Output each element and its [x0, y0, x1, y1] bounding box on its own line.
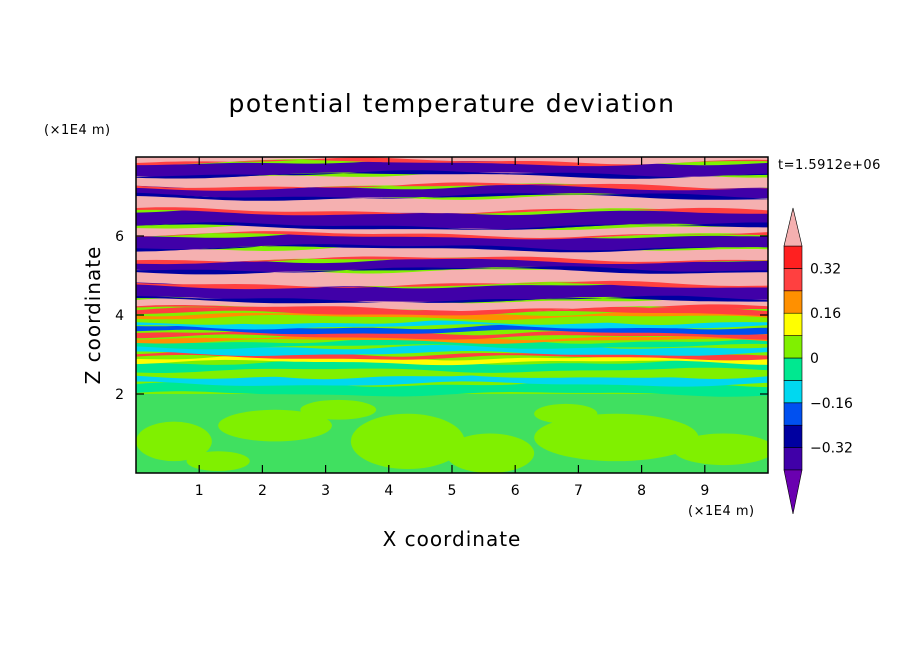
- x-tick-label: 3: [321, 483, 330, 499]
- x-axis: 1 2 3 4 5 6 7 8 9: [195, 157, 709, 499]
- y-tick-label: 4: [115, 308, 124, 324]
- contour-blob: [673, 433, 768, 466]
- x-tick-label: 4: [384, 483, 393, 499]
- x-unit-label: (×1E4 m): [688, 504, 755, 519]
- contour-bands: [136, 157, 768, 473]
- x-tick-label: 7: [574, 483, 583, 499]
- colorbar-label: 0: [810, 351, 819, 367]
- contour-band: [136, 359, 768, 373]
- y-axis: 2 4 6: [115, 229, 768, 403]
- contour-blob: [534, 403, 598, 424]
- x-tick-label: 6: [511, 483, 520, 499]
- colorbar-box: [783, 447, 803, 471]
- colorbar-min-triangle: [783, 469, 803, 515]
- contour-blob: [445, 433, 535, 473]
- contour-band: [136, 304, 768, 313]
- colorbar-label: −0.32: [810, 441, 853, 457]
- contour-band: [136, 207, 768, 216]
- time-label: t=1.5912e+06: [778, 158, 881, 173]
- contour-blob: [350, 413, 465, 470]
- colorbar-box: [783, 312, 803, 336]
- colorbar-box: [783, 424, 803, 448]
- contour-band: [136, 170, 768, 179]
- contour-band: [136, 256, 768, 265]
- contour-band: [136, 182, 768, 191]
- chart-title: potential temperature deviation: [229, 89, 676, 118]
- x-tick-label: 9: [700, 483, 709, 499]
- colorbar-box: [783, 245, 803, 269]
- colorbar-box: [783, 357, 803, 381]
- contour-band: [136, 232, 768, 252]
- x-tick-label: 8: [637, 483, 646, 499]
- colorbar-box: [783, 380, 803, 404]
- x-tick-label: 5: [448, 483, 457, 499]
- y-tick-label: 2: [115, 387, 124, 403]
- y-tick-label: 6: [115, 229, 124, 245]
- contour-band: [136, 192, 768, 201]
- contour-blob: [534, 413, 699, 462]
- contour-blob: [186, 451, 250, 472]
- contour-band: [136, 222, 768, 230]
- colorbar-label: 0.32: [810, 261, 841, 277]
- colorbar-box: [783, 268, 803, 292]
- contour-band: [136, 373, 768, 387]
- colorbar-box: [783, 290, 803, 314]
- contour-band: [136, 314, 768, 325]
- contour-band: [136, 244, 768, 253]
- x-tick-label: 1: [195, 483, 204, 499]
- colorbar: 0.32 0.16 0 −0.16 −0.32: [783, 207, 853, 515]
- colorbar-box: [783, 402, 803, 426]
- contour-band: [136, 338, 768, 350]
- contour-blob: [218, 409, 332, 442]
- contour-blob: [136, 421, 212, 462]
- contour-band: [136, 295, 768, 304]
- contour-blob: [300, 399, 377, 420]
- colorbar-max-triangle: [783, 207, 803, 247]
- y-axis-label: Z coordinate: [81, 246, 105, 385]
- contour-band: [136, 266, 768, 275]
- colorbar-label: 0.16: [810, 306, 841, 322]
- contour-band: [136, 231, 768, 240]
- x-tick-label: 2: [258, 483, 267, 499]
- y-unit-label: (×1E4 m): [44, 123, 111, 138]
- x-axis-label: X coordinate: [383, 527, 522, 551]
- contour-band: [136, 343, 768, 356]
- plot-area: [136, 157, 768, 473]
- contour-band: [136, 319, 768, 330]
- contour-band: [136, 367, 768, 379]
- colorbar-label: −0.16: [810, 396, 853, 412]
- contour-band: [136, 280, 768, 290]
- colorbar-box: [783, 335, 803, 359]
